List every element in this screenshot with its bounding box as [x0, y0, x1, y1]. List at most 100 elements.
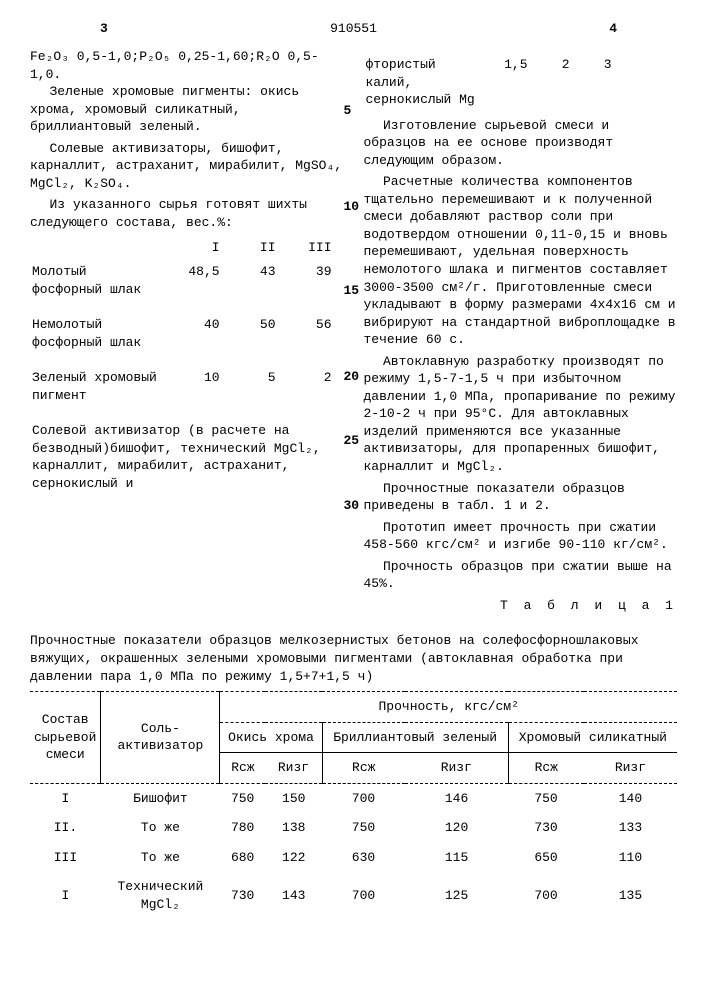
cell: 40 [174, 314, 230, 353]
cell: 143 [265, 872, 322, 919]
pigment-header: Хромовый силикатный [508, 722, 677, 753]
table-row: Солевой активизатор (в расчете на безвод… [32, 420, 342, 494]
paragraph: Из указанного сырья готовят шихты следую… [30, 196, 344, 231]
paragraph: Автоклавную разработку производят по реж… [364, 353, 678, 476]
cell: 1,5 [498, 54, 538, 111]
cell: 39 [288, 261, 342, 300]
paragraph: Прочностные показатели образцов приведен… [364, 480, 678, 515]
left-column: Fe₂O₃ 0,5-1,0;P₂O₅ 0,25-1,60;R₂O 0,5-1,0… [30, 48, 344, 597]
cell: 125 [405, 872, 508, 919]
cell: 750 [220, 783, 265, 813]
col-group-header: Прочность, кгс/см² [220, 692, 677, 723]
table-title: Прочностные показатели образцов мелкозер… [30, 632, 677, 685]
cell: 110 [584, 843, 677, 873]
table-row: II.То же780138750120730133 [30, 813, 677, 843]
page-number-right: 4 [609, 20, 617, 38]
cell: 780 [220, 813, 265, 843]
cell: 750 [508, 783, 584, 813]
cell: 122 [265, 843, 322, 873]
cell: 50 [232, 314, 286, 353]
row-label: фтористый калий, сернокислый Mg [366, 54, 496, 111]
table-row: IIIТо же680122630115650110 [30, 843, 677, 873]
cell: Технический MgCl₂ [101, 872, 220, 919]
row-label: Немолотый фосфорный шлак [32, 314, 172, 353]
pigment-header: Окись хрома [220, 722, 322, 753]
strength-table: Состав сырьевой смеси Соль-активизатор П… [30, 691, 677, 919]
cell: 680 [220, 843, 265, 873]
sub-header: Rизг [265, 753, 322, 784]
salt-continuation-table: фтористый калий, сернокислый Mg 1,5 2 3 [364, 52, 624, 113]
col-header: Соль-активизатор [101, 692, 220, 784]
cell: 730 [220, 872, 265, 919]
body-content: 5 10 15 20 25 30 Fe₂O₃ 0,5-1,0;P₂O₅ 0,25… [30, 48, 677, 597]
line-number: 10 [344, 198, 360, 216]
cell: 2 [540, 54, 580, 111]
cell: 2 [288, 367, 342, 406]
composition-table: I II III Молотый фосфорный шлак 48,5 43 … [30, 235, 344, 496]
paragraph: Солевые активизаторы, бишофит, карналлит… [30, 140, 344, 193]
cell: Бишофит [101, 783, 220, 813]
cell: 10 [174, 367, 230, 406]
row-label: Зеленый хромовый пигмент [32, 367, 172, 406]
cell: То же [101, 843, 220, 873]
cell: 700 [322, 783, 405, 813]
col-header: III [288, 237, 342, 259]
cell: 150 [265, 783, 322, 813]
col-header: I [174, 237, 230, 259]
paragraph: Прототип имеет прочность при сжатии 458-… [364, 519, 678, 554]
cell: То же [101, 813, 220, 843]
line-number: 25 [344, 432, 360, 450]
page-header: 3 910551 4 [30, 20, 677, 40]
cell: 43 [232, 261, 286, 300]
row-label: Солевой активизатор (в расчете на безвод… [32, 420, 342, 494]
line-number: 15 [344, 282, 360, 300]
document-number: 910551 [330, 20, 377, 38]
cell: 140 [584, 783, 677, 813]
table-row: IБишофит750150700146750140 [30, 783, 677, 813]
table-caption: Т а б л и ц а 1 [30, 597, 677, 615]
sub-header: Rсж [322, 753, 405, 784]
cell: 700 [322, 872, 405, 919]
cell: II. [30, 813, 101, 843]
cell: 146 [405, 783, 508, 813]
cell: 5 [232, 367, 286, 406]
sub-header: Rизг [405, 753, 508, 784]
sub-header: Rсж [220, 753, 265, 784]
table-row: Немолотый фосфорный шлак 40 50 56 [32, 314, 342, 353]
cell: 115 [405, 843, 508, 873]
line-number: 30 [344, 497, 360, 515]
sub-header: Rизг [584, 753, 677, 784]
cell: I [30, 872, 101, 919]
cell: 750 [322, 813, 405, 843]
row-label: Молотый фосфорный шлак [32, 261, 172, 300]
table-row: Молотый фосфорный шлак 48,5 43 39 [32, 261, 342, 300]
table-row: Зеленый хромовый пигмент 10 5 2 [32, 367, 342, 406]
paragraph: Изготовление сырьевой смеси и образцов н… [364, 117, 678, 170]
cell: I [30, 783, 101, 813]
page-number-left: 3 [100, 20, 108, 38]
cell: 730 [508, 813, 584, 843]
col-header: Состав сырьевой смеси [30, 692, 101, 784]
paragraph: Расчетные количества компонентов тщатель… [364, 173, 678, 348]
cell: 650 [508, 843, 584, 873]
cell: 133 [584, 813, 677, 843]
paragraph: Прочность образцов при сжатии выше на 45… [364, 558, 678, 593]
cell: 135 [584, 872, 677, 919]
cell: 120 [405, 813, 508, 843]
cell: 630 [322, 843, 405, 873]
sub-header: Rсж [508, 753, 584, 784]
cell: 3 [582, 54, 622, 111]
pigment-header: Бриллиантовый зеленый [322, 722, 508, 753]
table-row: IТехнический MgCl₂730143700125700135 [30, 872, 677, 919]
cell: 700 [508, 872, 584, 919]
paragraph: Зеленые хромовые пигменты: окись хрома, … [30, 83, 344, 136]
right-column: фтористый калий, сернокислый Mg 1,5 2 3 … [364, 48, 678, 597]
formula-line: Fe₂O₃ 0,5-1,0;P₂O₅ 0,25-1,60;R₂O 0,5-1,0… [30, 48, 344, 83]
line-number: 5 [344, 102, 352, 120]
col-header: II [232, 237, 286, 259]
cell: 48,5 [174, 261, 230, 300]
cell: 56 [288, 314, 342, 353]
cell: 138 [265, 813, 322, 843]
line-number: 20 [344, 368, 360, 386]
cell: III [30, 843, 101, 873]
